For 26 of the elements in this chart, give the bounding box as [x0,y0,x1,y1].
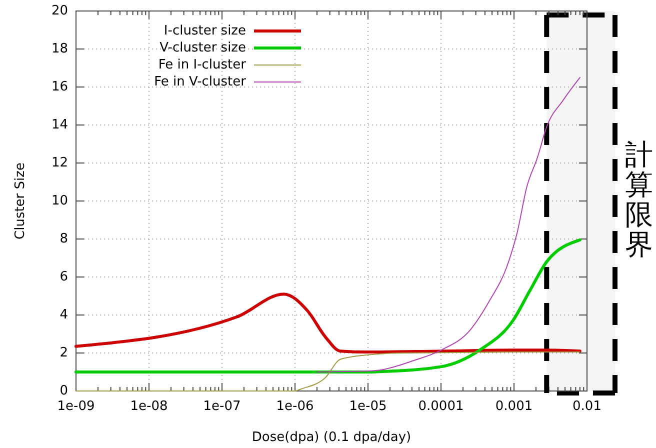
legend-label: I-cluster size [164,24,246,39]
legend-label: V-cluster size [160,40,246,56]
y-tick-label: 12 [51,156,68,171]
y-tick-label: 20 [51,4,68,19]
x-tick-label: 0.0001 [418,399,464,414]
y-tick-label: 2 [60,346,68,361]
x-tick-label: 0.001 [495,399,533,414]
y-tick-label: 16 [51,80,68,95]
y-tick-label: 4 [60,308,68,323]
x-tick-label: 1e-05 [349,399,387,414]
y-tick-label: 10 [51,194,68,209]
legend-label: Fe in I-cluster [158,58,247,73]
y-tick-label: 0 [60,384,68,399]
x-axis-title: Dose(dpa) (0.1 dpa/day) [252,430,412,445]
x-tick-label: 0.01 [572,399,602,414]
y-tick-label: 18 [51,42,68,57]
band-label: 計算限界 [625,138,653,261]
x-tick-label: 1e-07 [203,399,241,414]
y-tick-label: 6 [60,270,68,285]
y-axis-title: Cluster Size [13,162,28,240]
y-tick-label: 14 [51,118,68,133]
x-tick-label: 1e-08 [130,399,168,414]
x-tick-label: 1e-09 [57,399,95,414]
x-tick-label: 1e-06 [276,399,314,414]
legend-label: Fe in V-cluster [154,74,247,90]
y-tick-label: 8 [60,232,68,247]
